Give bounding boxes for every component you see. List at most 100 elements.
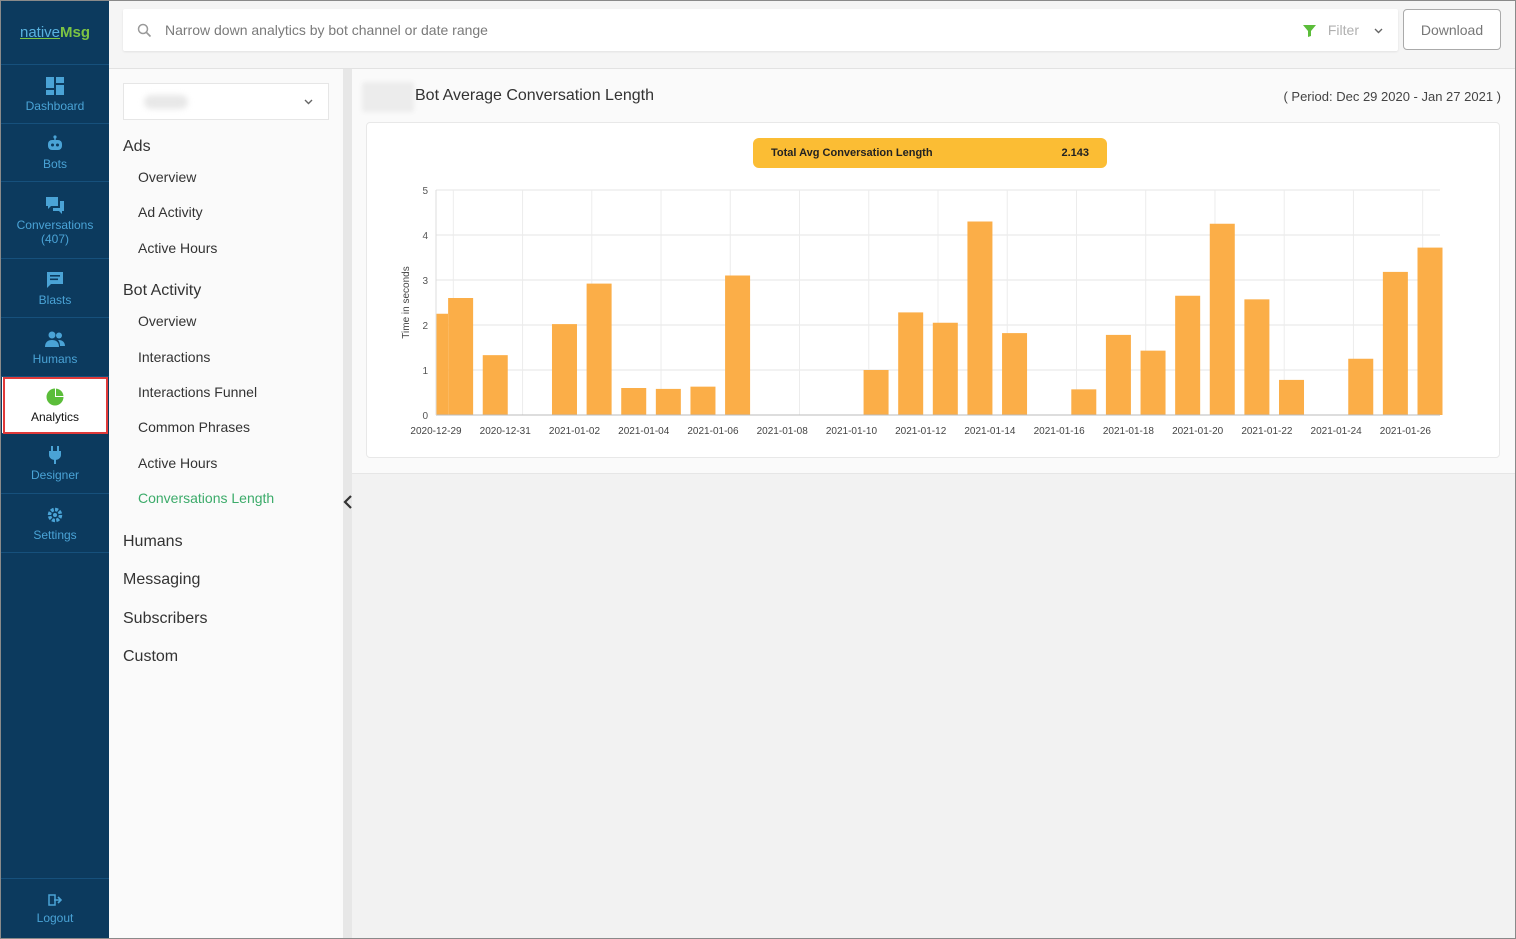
nav-label-settings: Settings	[33, 527, 77, 542]
chevron-down-icon	[304, 99, 313, 105]
bar-lead	[436, 313, 448, 415]
bar-2021-01-06	[725, 275, 751, 415]
menu-bot-interactions-funnel[interactable]: Interactions Funnel	[138, 384, 258, 400]
x-tick-label: 2021-01-12	[895, 426, 947, 437]
nav-label-bots: Bots	[42, 157, 67, 171]
chevron-down-icon	[1374, 28, 1383, 33]
bar-2020-12-29	[448, 298, 474, 415]
dashboard-icon	[46, 76, 64, 95]
nav-label-humans: Humans	[32, 351, 78, 366]
section-humans[interactable]: Humans	[123, 533, 183, 550]
x-tick-label: 2021-01-24	[1311, 426, 1363, 437]
main-content: Bot Average Conversation Length ( Period…	[352, 69, 1515, 474]
section-ads[interactable]: Ads	[123, 138, 151, 155]
analytics-highlight-box	[3, 377, 108, 434]
x-tick-label: 2021-01-22	[1241, 426, 1293, 437]
bar-chart: 0 1 2 3 4 5 2020-12-29 2020-12-31 2021-01-02 2021…	[401, 186, 1443, 437]
funnel-icon	[1302, 24, 1316, 37]
page-title: Bot Average Conversation Length	[415, 87, 654, 104]
message-icon	[47, 271, 63, 288]
y-tick-label: 1	[422, 366, 428, 377]
download-button[interactable]: Download	[1403, 9, 1501, 50]
total-value: 2.143	[1061, 147, 1089, 159]
y-tick-label: 0	[422, 411, 428, 422]
x-tick-label: 2021-01-10	[826, 426, 878, 437]
top-bar: Filter Download	[109, 1, 1515, 69]
bar-2021-01-13	[967, 221, 993, 415]
menu-bot-active-hours[interactable]: Active Hours	[138, 455, 218, 471]
menu-bot-common-phrases[interactable]: Common Phrases	[138, 419, 251, 435]
y-tick-label: 2	[422, 321, 428, 332]
bar-2021-01-05	[690, 386, 716, 415]
section-subscribers[interactable]: Subscribers	[123, 610, 208, 627]
menu-ads-ad-activity[interactable]: Ad Activity	[138, 204, 203, 220]
nav-rail: native Msg Dashboard Bots Conversations (…	[1, 1, 109, 938]
logout-icon	[48, 893, 62, 906]
nav-label-designer: Designer	[30, 468, 80, 482]
x-tick-label: 2021-01-20	[1172, 426, 1224, 437]
nav-count-conversations: (407)	[40, 231, 69, 246]
nav-item-dashboard[interactable]: Dashboard	[1, 65, 109, 124]
search-bar: Filter	[123, 9, 1398, 51]
nav-item-conversations[interactable]: Conversations (407)	[1, 182, 109, 259]
total-summary-badge: Total Avg Conversation Length 2.143	[753, 138, 1107, 168]
gear-icon	[47, 507, 63, 522]
bar-2020-12-30	[482, 355, 508, 415]
filter-label: Filter	[1327, 22, 1359, 38]
menu-bot-overview[interactable]: Overview	[138, 313, 197, 329]
bar-2021-01-02	[586, 283, 612, 415]
bar-2021-01-21	[1244, 299, 1270, 415]
brand-logo[interactable]: native Msg	[1, 1, 109, 65]
nav-label-conversations: Conversations	[16, 217, 94, 232]
x-tick-label: 2021-01-18	[1103, 426, 1155, 437]
section-bot-activity[interactable]: Bot Activity	[123, 282, 202, 299]
total-label: Total Avg Conversation Length	[771, 147, 933, 159]
search-icon	[137, 23, 152, 37]
nav-item-humans[interactable]: Humans	[1, 318, 109, 377]
x-tick-label: 2021-01-06	[687, 426, 739, 437]
x-tick-label: 2021-01-14	[964, 426, 1016, 437]
section-custom[interactable]: Custom	[123, 648, 179, 665]
y-tick-label: 3	[422, 276, 428, 287]
menu-ads-active-hours[interactable]: Active Hours	[138, 240, 218, 256]
nav-item-bots[interactable]: Bots	[1, 124, 109, 182]
bot-selector[interactable]	[123, 83, 329, 120]
bar-2021-01-14	[1002, 333, 1028, 415]
nav-label-analytics: Analytics	[30, 409, 80, 424]
bar-2021-01-25	[1382, 271, 1408, 415]
menu-bot-conversations-length[interactable]: Conversations Length	[138, 490, 275, 506]
bar-2021-01-04	[655, 388, 681, 415]
search-input[interactable]	[165, 22, 1165, 38]
bar-2021-01-17	[1105, 334, 1131, 415]
robot-icon	[48, 135, 62, 150]
x-tick-label: 2021-01-16	[1034, 426, 1086, 437]
y-axis-title: Time in seconds	[401, 266, 412, 338]
y-tick-label: 5	[422, 186, 428, 197]
nav-item-designer[interactable]: Designer	[1, 434, 109, 494]
chart-card: Total Avg Conversation Length 2.143 0 1 2 3…	[366, 122, 1500, 458]
collapse-chevron-icon[interactable]	[341, 493, 355, 511]
bar-2021-01-03	[621, 388, 647, 415]
bar-2021-01-16	[1071, 389, 1097, 415]
section-messaging[interactable]: Messaging	[123, 571, 201, 588]
logout-label: Logout	[36, 910, 74, 925]
nav-item-analytics[interactable]: Analytics	[2, 377, 108, 434]
bot-avatar-redacted	[362, 82, 414, 112]
logout-button[interactable]: Logout	[1, 878, 109, 938]
bar-2021-01-26	[1417, 247, 1443, 415]
bar-2021-01-22	[1279, 379, 1305, 415]
menu-bot-interactions[interactable]: Interactions	[138, 349, 211, 365]
menu-ads-overview[interactable]: Overview	[138, 169, 197, 185]
x-tick-label: 2021-01-04	[618, 426, 670, 437]
bot-name-redacted	[144, 94, 188, 109]
chat-icon	[46, 196, 64, 214]
bar-2021-01-10	[863, 370, 889, 415]
x-tick-label: 2021-01-02	[549, 426, 601, 437]
bar-2021-01-01	[551, 324, 577, 415]
x-tick-label: 2021-01-26	[1380, 426, 1432, 437]
bar-2021-01-20	[1209, 223, 1235, 415]
filter-dropdown[interactable]: Filter	[1289, 22, 1384, 38]
nav-item-settings[interactable]: Settings	[1, 494, 109, 553]
bar-2021-01-12	[932, 322, 958, 415]
nav-item-blasts[interactable]: Blasts	[1, 259, 109, 318]
